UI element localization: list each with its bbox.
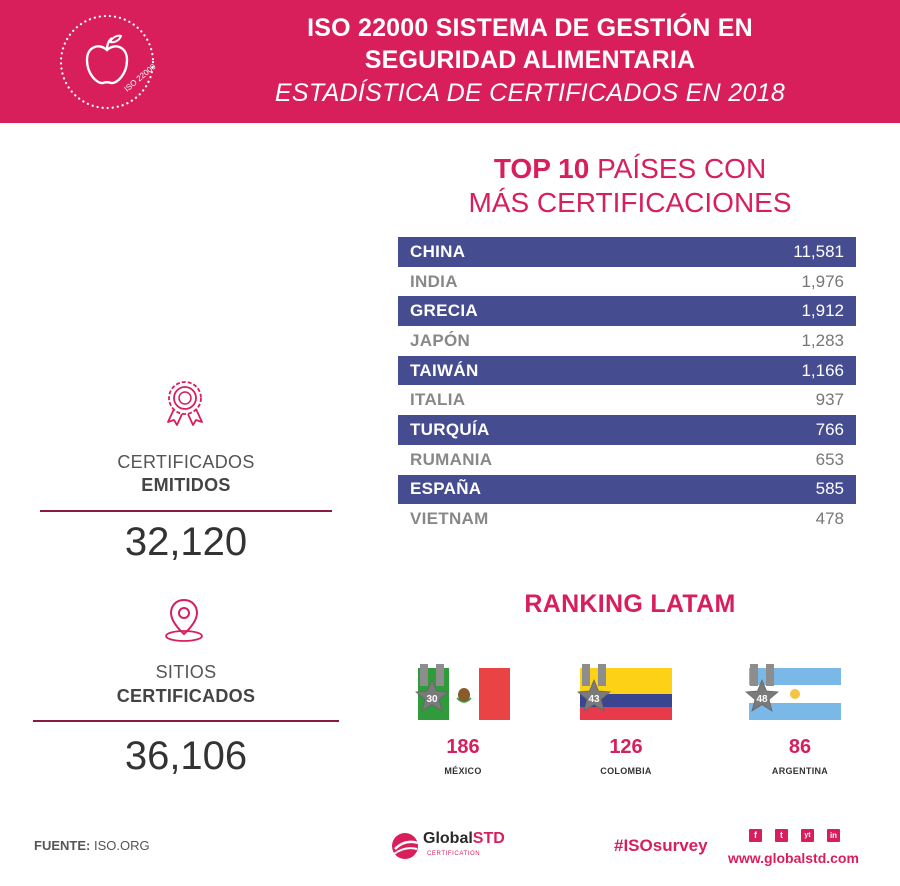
globalstd-logo-icon [392,833,419,859]
top10-table: CHINA 11,581 INDIA 1,976 GRECIA 1,912 JAPÓN… [398,237,856,534]
sites-label-bold: CERTIFICADOS [116,686,256,706]
country-name: ESPAÑA [410,479,482,499]
table-row: ITALIA 937 [398,385,856,416]
latam-value: 126 [609,736,643,758]
country-name: INDIA [410,271,458,291]
youtube-icon[interactable]: yt [801,829,814,842]
country-name: ITALIA [410,390,466,410]
website-link[interactable]: www.globalstd.com [728,850,859,866]
certificates-value: 32,120 [124,520,248,564]
country-value: 1,166 [801,360,844,380]
source-value: ISO.ORG [90,838,150,853]
location-pin-icon [165,598,203,642]
top10-title: TOP 10 PAÍSES CON [430,152,830,186]
table-row: TAIWÁN 1,166 [398,355,856,386]
medal-rank: 43 [588,694,600,705]
top10-title-line2: MÁS CERTIFICACIONES [468,187,792,218]
certificates-label: CERTIFICADOS [117,452,255,472]
table-row: ESPAÑA 585 [398,474,856,505]
country-name: TURQUÍA [410,419,490,439]
country-value: 478 [815,509,844,529]
twitter-icon[interactable]: t [775,829,788,842]
title-line-2: SEGURIDAD ALIMENTARIA [364,46,696,74]
country-value: 11,581 [793,241,844,261]
rank-medal-icon: 48 [744,664,780,712]
table-row: CHINA 11,581 [398,237,856,267]
title-line-1: ISO 22000 SISTEMA DE GESTIÓN EN [307,14,753,42]
country-name: VIETNAM [410,509,489,529]
table-row: JAPÓN 1,283 [398,326,856,356]
table-row: INDIA 1,976 [398,266,856,297]
sites-label: SITIOS [155,662,217,682]
medal-rank: 48 [756,694,768,705]
country-name: TAIWÁN [410,360,479,380]
medal-rank: 30 [426,694,438,705]
latam-title: RANKING LATAM [524,590,736,618]
country-value: 937 [815,390,844,410]
latam-value: 86 [788,736,812,758]
badge-text: ISO 22000 [123,62,157,94]
sites-value: 36,106 [124,734,248,778]
source-note: FUENTE: ISO.ORG [34,838,150,853]
iso-apple-badge-icon: ISO 22000 [59,14,157,110]
certificates-label-bold: EMITIDOS [141,475,231,495]
source-label: FUENTE: [34,838,91,853]
country-value: 1,912 [801,301,844,321]
latam-country: MÉXICO [444,766,482,776]
sites-divider [33,720,339,722]
country-value: 585 [815,479,844,499]
header-banner: ISO 22000 ISO 22000 SISTEMA DE GESTIÓN E… [0,0,900,123]
logo-text: GlobalSTD [423,830,505,848]
country-name: RUMANIA [410,449,493,469]
latam-country: ARGENTINA [771,766,829,776]
linkedin-icon[interactable]: in [827,829,840,842]
award-ribbon-icon [167,381,203,426]
logo-std: STD [472,830,505,847]
logo-main: Global [423,830,473,847]
logo-subtext: CERTIFICATION [427,851,481,857]
mexico-flag-icon [418,668,510,720]
top10-title-bold: TOP 10 [493,153,590,184]
rank-medal-icon: 43 [576,664,612,712]
country-value: 653 [815,449,844,469]
country-value: 1,283 [801,330,844,350]
country-name: GRECIA [410,301,478,321]
top10-title-rest: PAÍSES CON [589,153,767,184]
subtitle: ESTADÍSTICA DE CERTIFICADOS EN 2018 [274,79,786,107]
facebook-icon[interactable]: f [749,829,762,842]
table-row: RUMANIA 653 [398,444,856,475]
table-row: TURQUÍA 766 [398,415,856,445]
country-name: JAPÓN [410,330,471,350]
certificates-divider [40,510,332,512]
table-row: VIETNAM 478 [398,504,856,534]
rank-medal-icon: 30 [414,664,450,712]
country-name: CHINA [410,241,466,261]
country-value: 1,976 [801,271,844,291]
table-row: GRECIA 1,912 [398,296,856,327]
latam-country: COLOMBIA [600,766,652,776]
latam-value: 186 [446,736,480,758]
country-value: 766 [815,419,844,439]
hashtag[interactable]: #ISOsurvey [614,836,708,855]
